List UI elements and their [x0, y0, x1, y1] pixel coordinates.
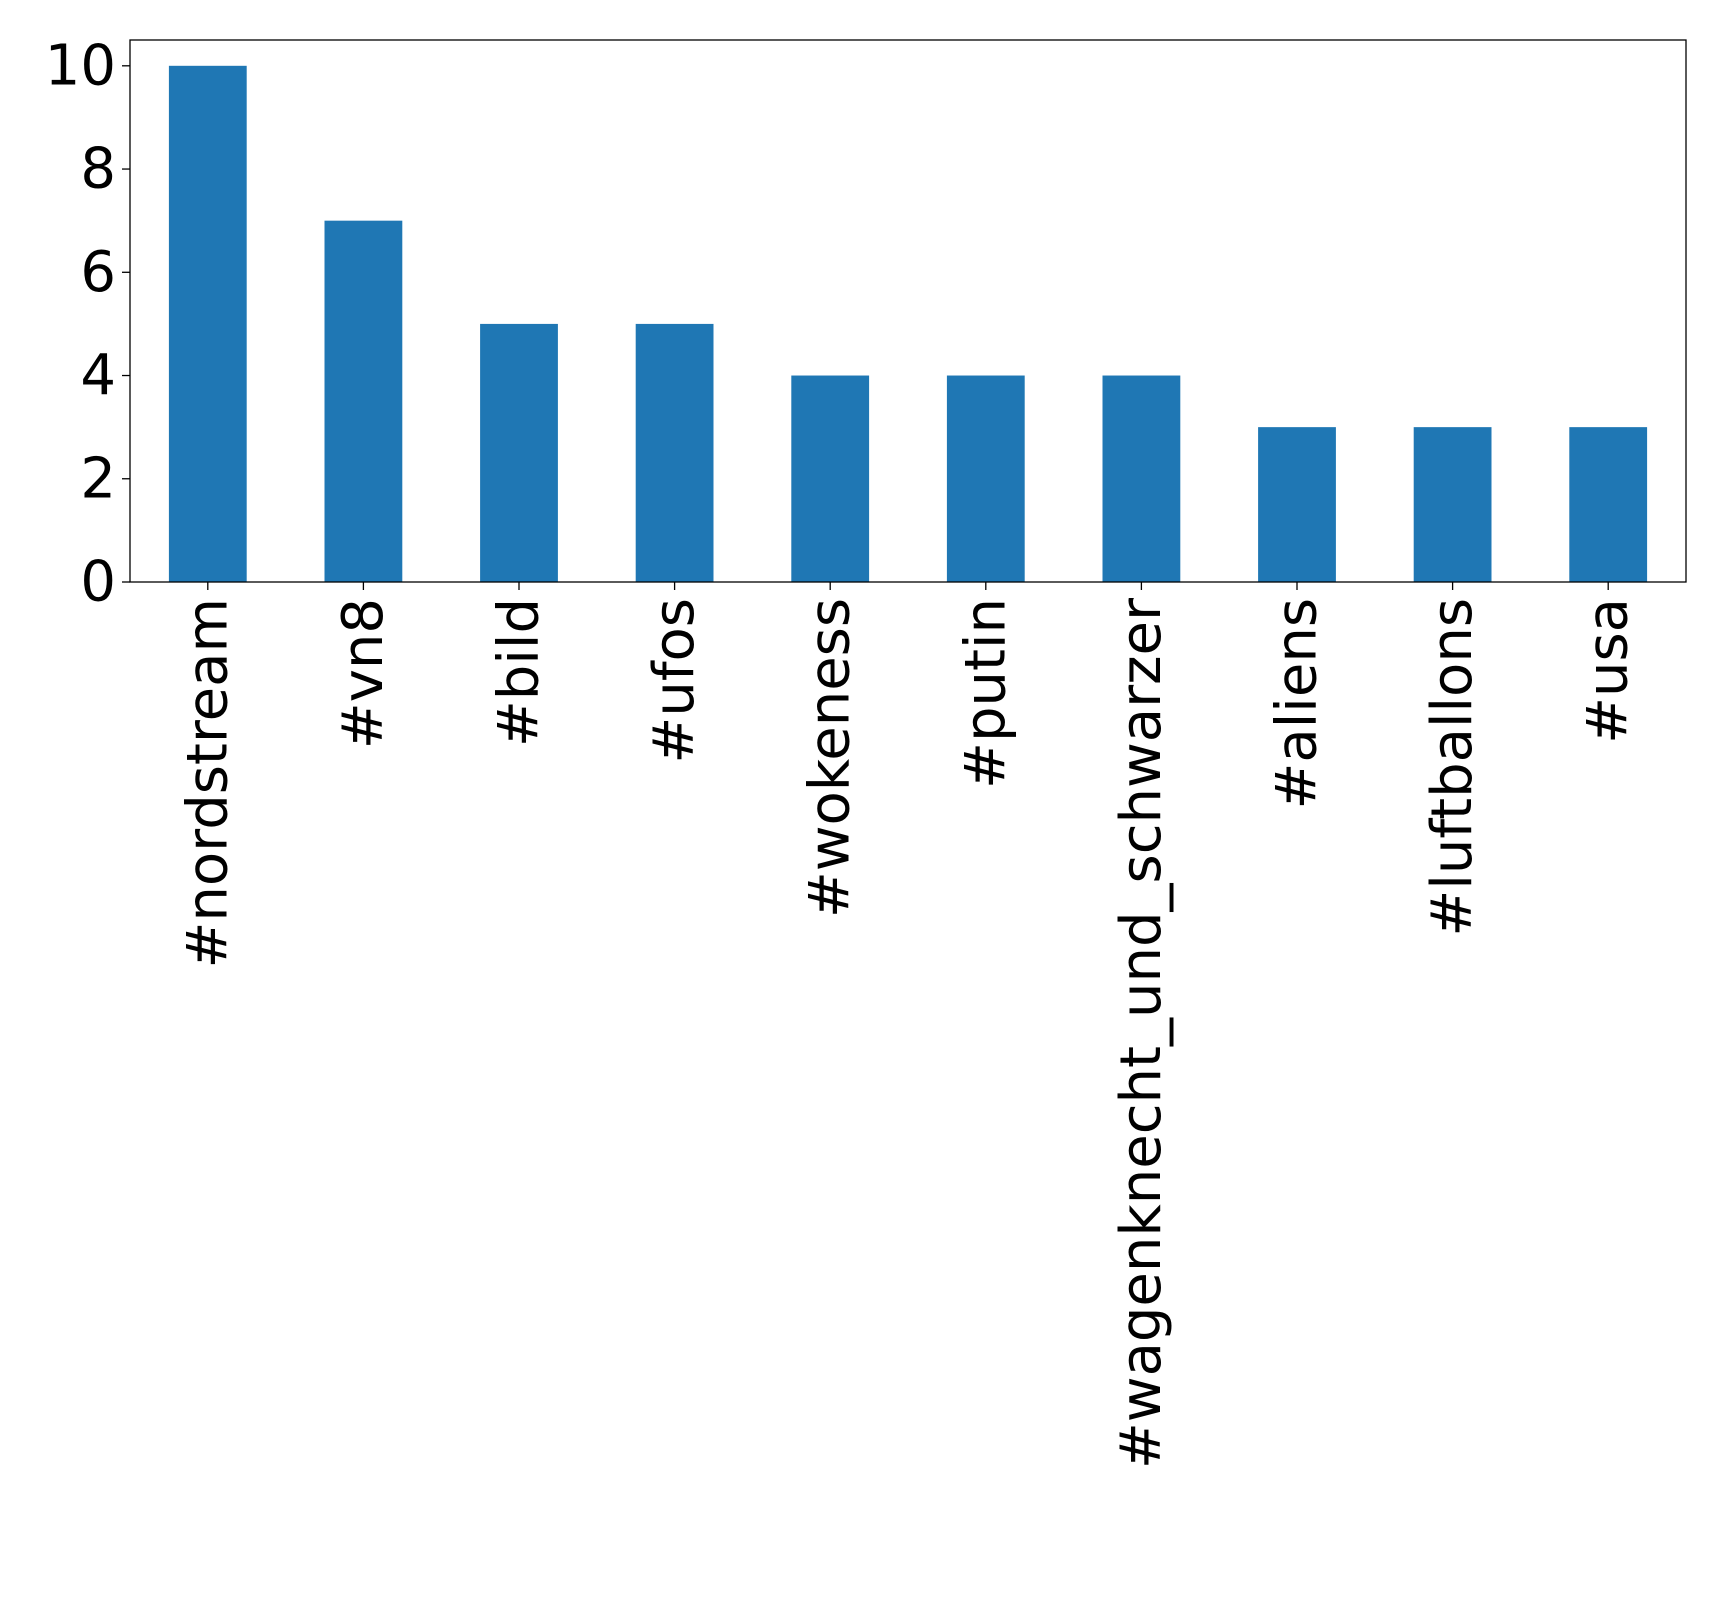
- bar-5: [946, 375, 1025, 582]
- bar-0: [168, 65, 247, 583]
- bar-7: [1258, 427, 1336, 582]
- y-tick-label: 4: [80, 343, 116, 408]
- x-tick-label: #wokeness: [798, 598, 863, 918]
- bar-3: [635, 323, 714, 582]
- bar-2: [480, 323, 558, 582]
- x-tick-label: #aliens: [1265, 598, 1330, 809]
- y-tick-label: 2: [80, 446, 116, 511]
- x-tick-label: #putin: [953, 598, 1018, 789]
- bar-1: [324, 220, 403, 582]
- x-tick-label: #vn8: [331, 598, 396, 749]
- x-tick-label: #ufos: [642, 598, 707, 764]
- x-tick-label: #bild: [487, 598, 552, 747]
- y-axis: 0 2 4 6 8 10: [45, 33, 130, 615]
- bar-6: [1102, 375, 1181, 582]
- y-tick-label: 10: [45, 33, 116, 98]
- x-axis: #nordstream #vn8 #bild #ufos #wokeness #putin…: [175, 582, 1641, 1469]
- bar-8: [1413, 427, 1492, 582]
- bar-9: [1569, 427, 1648, 582]
- bar-4: [791, 375, 870, 582]
- y-tick-label: 8: [80, 137, 116, 202]
- x-tick-label: #wagenknecht_und_schwarzer: [1109, 597, 1174, 1469]
- x-tick-label: #usa: [1576, 598, 1641, 744]
- x-tick-label: #nordstream: [175, 598, 240, 969]
- bars-layer: [168, 65, 1648, 583]
- x-tick-label: #luftballons: [1420, 598, 1485, 937]
- y-tick-label: 0: [80, 550, 116, 615]
- plot-frame: [129, 39, 1687, 583]
- y-tick-label: 6: [80, 240, 116, 305]
